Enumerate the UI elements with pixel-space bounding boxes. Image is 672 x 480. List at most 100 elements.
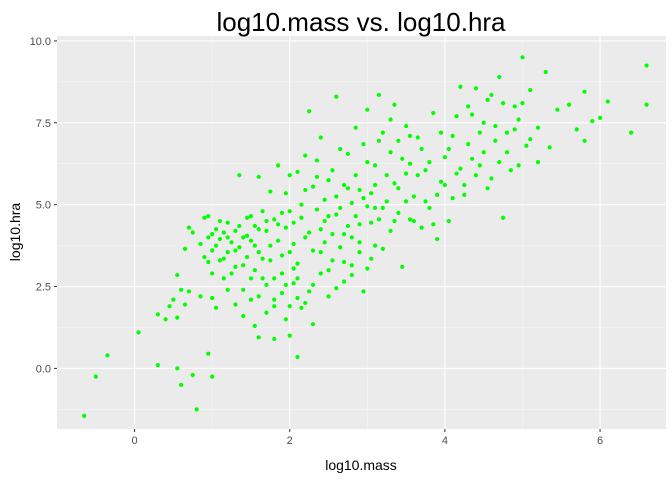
data-point: [310, 322, 316, 327]
data-point: [353, 125, 358, 130]
data-point: [310, 184, 316, 189]
data-point: [225, 250, 230, 255]
data-point: [605, 99, 610, 104]
data-point: [516, 117, 521, 122]
data-point: [500, 101, 506, 106]
data-point: [535, 125, 541, 130]
data-point: [415, 135, 420, 140]
data-point: [357, 222, 362, 227]
data-point: [555, 107, 560, 112]
data-point: [400, 156, 405, 161]
data-point: [338, 245, 343, 250]
data-point: [438, 179, 444, 184]
data-point: [237, 245, 242, 250]
data-point: [190, 372, 195, 378]
data-point: [175, 366, 180, 371]
data-point: [272, 297, 277, 302]
data-point: [225, 235, 230, 240]
data-point: [345, 151, 351, 156]
data-point: [241, 287, 246, 292]
data-point: [419, 225, 424, 230]
data-point: [206, 214, 211, 219]
data-point: [264, 218, 269, 224]
y-axis: 0.0 2.5 5.0 7.5 10.0: [30, 36, 57, 375]
x-tick-label: 0: [132, 435, 138, 447]
data-point: [493, 123, 498, 129]
data-point: [105, 353, 110, 358]
data-point: [334, 286, 339, 291]
data-point: [82, 413, 87, 418]
data-point: [318, 250, 323, 255]
data-point: [473, 86, 479, 91]
chart-title: log10.mass vs. log10.hra: [216, 7, 506, 37]
data-point: [516, 163, 521, 168]
data-point: [303, 235, 308, 240]
data-point: [357, 187, 362, 193]
data-point: [287, 333, 292, 338]
data-point: [182, 246, 188, 251]
data-point: [338, 205, 343, 211]
data-point: [295, 354, 300, 360]
data-point: [349, 200, 354, 206]
data-point: [303, 153, 308, 158]
data-point: [489, 176, 494, 181]
data-point: [256, 335, 261, 340]
data-point: [543, 69, 548, 75]
data-point: [341, 182, 347, 188]
data-point: [547, 145, 552, 150]
data-point: [287, 173, 292, 178]
data-point: [175, 315, 180, 320]
data-point: [272, 217, 277, 222]
data-point: [272, 304, 277, 309]
data-point: [380, 130, 385, 135]
data-point: [175, 272, 180, 278]
data-point: [349, 272, 354, 278]
data-point: [279, 210, 285, 215]
data-point: [217, 236, 223, 242]
data-point: [341, 279, 347, 284]
data-point: [221, 230, 226, 235]
data-point: [167, 304, 172, 309]
data-point: [283, 317, 288, 322]
data-point: [179, 287, 184, 292]
data-point: [276, 222, 281, 227]
data-point: [628, 130, 634, 135]
data-point: [388, 228, 393, 233]
data-point: [450, 196, 455, 201]
data-point: [252, 268, 257, 273]
data-point: [241, 235, 246, 240]
data-point: [528, 87, 533, 93]
data-point: [411, 194, 416, 199]
data-point: [202, 215, 207, 220]
data-point: [497, 159, 502, 165]
data-point: [291, 220, 296, 225]
data-point: [504, 130, 510, 135]
data-point: [438, 130, 444, 135]
data-point: [380, 205, 385, 211]
data-point: [392, 102, 397, 107]
data-point: [361, 141, 366, 147]
data-point: [446, 218, 451, 224]
data-point: [210, 232, 215, 237]
data-point: [206, 351, 211, 356]
data-point: [291, 241, 296, 247]
data-point: [202, 254, 207, 260]
data-point: [217, 218, 223, 224]
data-point: [276, 238, 281, 243]
data-point: [481, 120, 486, 125]
data-point: [276, 163, 281, 168]
data-point: [330, 168, 335, 173]
data-point: [462, 182, 467, 188]
data-point: [287, 209, 292, 214]
data-point: [229, 240, 234, 245]
data-point: [179, 382, 184, 387]
data-point: [252, 223, 257, 229]
data-point: [295, 295, 300, 301]
data-point: [318, 271, 323, 276]
data-point: [396, 186, 401, 191]
data-point: [314, 174, 319, 179]
data-point: [318, 135, 323, 140]
data-point: [508, 168, 513, 173]
y-tick-label: 0.0: [36, 363, 51, 375]
data-point: [163, 317, 168, 322]
